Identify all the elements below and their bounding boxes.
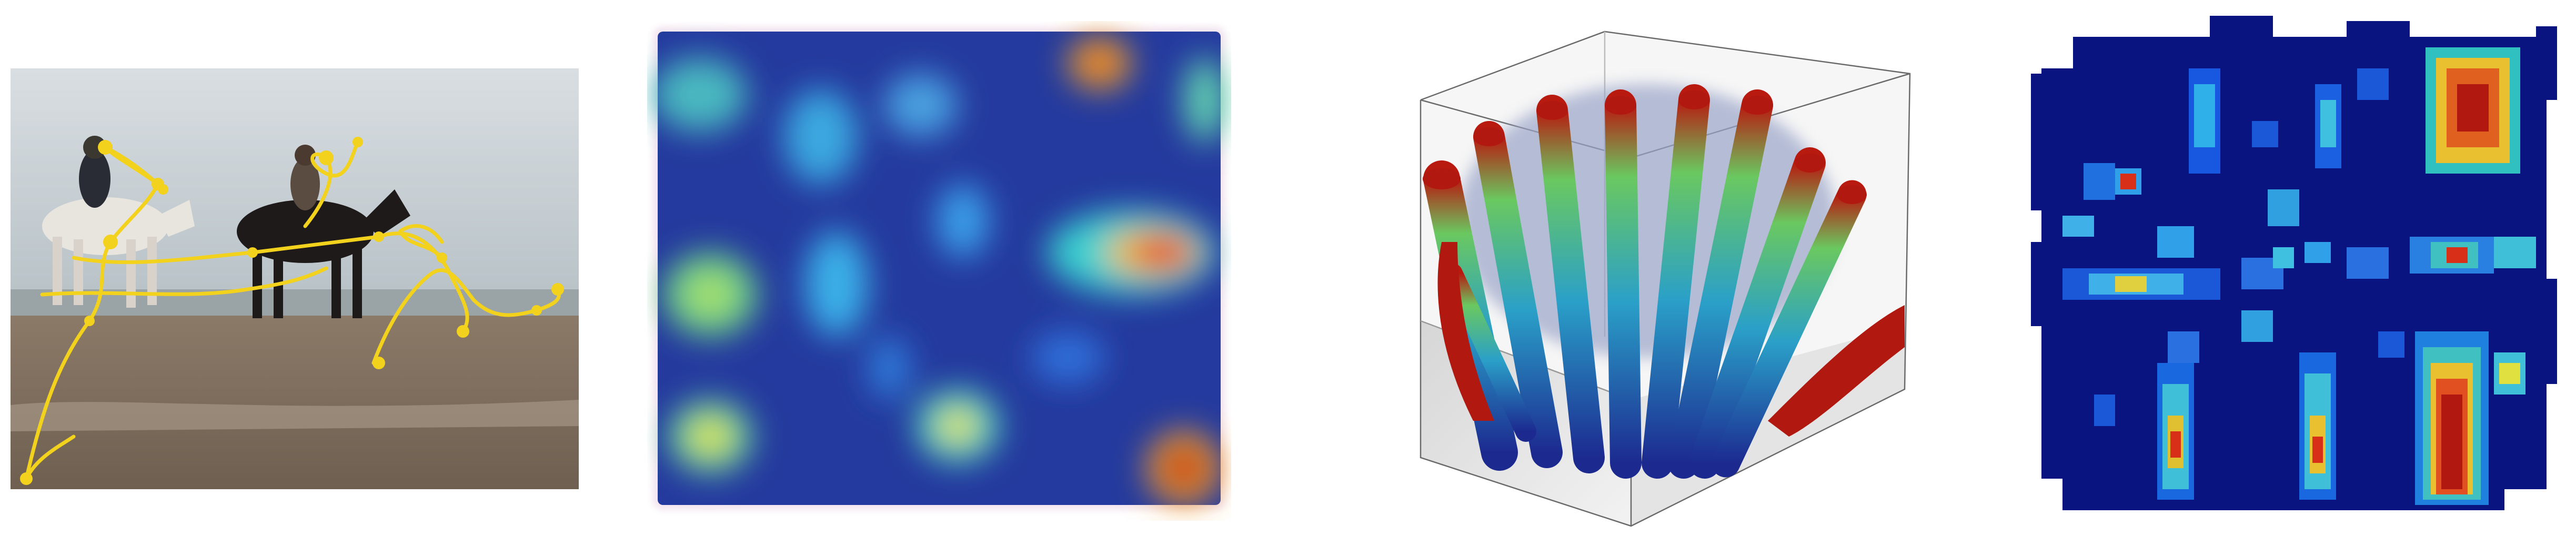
- volume-stems: [1423, 84, 1867, 479]
- heat-cells: [2062, 47, 2536, 505]
- gaze-fixations: [20, 137, 564, 485]
- blocky-heatmap-panel: [2031, 16, 2562, 521]
- blocky-heatmap: [2031, 16, 2557, 510]
- white-horse: [42, 136, 195, 308]
- volume-hotspots: [1423, 90, 1905, 437]
- smooth-heatmap: [652, 26, 1226, 510]
- dark-horse: [237, 145, 410, 318]
- photo-gaze-panel: [11, 68, 579, 489]
- heat-blobs: [652, 37, 1226, 505]
- volume-render-panel: [1410, 21, 1968, 542]
- beach-photo: [11, 68, 579, 489]
- volume-render: [1420, 31, 1911, 527]
- foam-line: [11, 400, 579, 431]
- smooth-heatmap-panel: [647, 21, 1231, 521]
